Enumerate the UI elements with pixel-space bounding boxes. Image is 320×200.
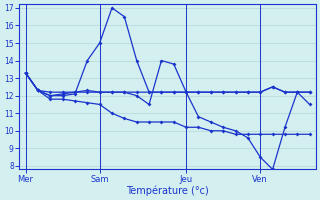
X-axis label: Température (°c): Température (°c) [126, 185, 209, 196]
